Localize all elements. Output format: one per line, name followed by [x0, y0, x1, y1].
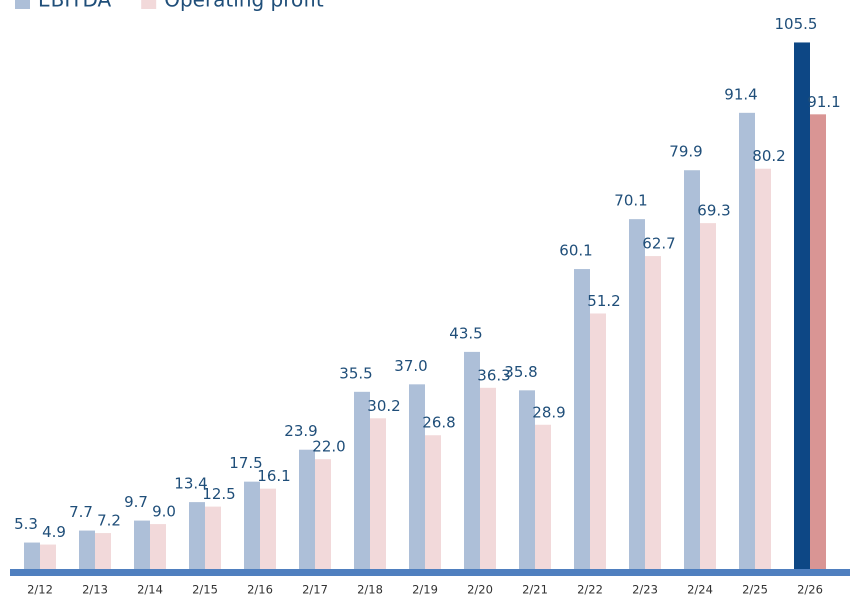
bar [40, 544, 56, 569]
value-label: 5.3 [14, 515, 38, 533]
value-label: 79.9 [669, 143, 702, 161]
bar [244, 481, 260, 569]
x-tick-label: 2/14 [137, 583, 163, 597]
bar [79, 530, 95, 569]
x-tick-label: 2/24 [687, 583, 713, 597]
bar [134, 520, 150, 569]
value-label: 26.8 [422, 414, 455, 432]
value-label: 37.0 [394, 357, 427, 375]
value-label: 28.9 [532, 403, 565, 421]
bar [519, 390, 535, 569]
bar [260, 488, 276, 569]
legend-swatch [15, 0, 30, 9]
value-label: 91.1 [807, 93, 840, 111]
x-tick-label: 2/25 [742, 583, 768, 597]
x-tick-label: 2/18 [357, 583, 383, 597]
legend-label: EBITDA [38, 0, 112, 12]
bar [354, 391, 370, 569]
value-label: 16.1 [257, 467, 290, 485]
bar [794, 42, 810, 569]
bar [150, 524, 166, 569]
value-label: 17.5 [229, 454, 262, 472]
x-tick-label: 2/23 [632, 583, 658, 597]
bar [684, 170, 700, 569]
value-label: 13.4 [174, 475, 207, 493]
value-label: 23.9 [284, 422, 317, 440]
bar [629, 219, 645, 569]
bar [755, 168, 771, 569]
bar [590, 313, 606, 569]
bar [535, 424, 551, 569]
bar [739, 112, 755, 570]
bar [315, 459, 331, 569]
bar [700, 223, 716, 569]
bar [645, 256, 661, 569]
value-label: 36.3 [477, 366, 510, 384]
x-axis [10, 569, 850, 576]
value-label: 4.9 [42, 523, 66, 541]
x-tick-label: 2/12 [27, 583, 53, 597]
value-label: 69.3 [697, 202, 730, 220]
value-label: 35.8 [504, 363, 537, 381]
value-label: 30.2 [367, 397, 400, 415]
bar [299, 449, 315, 569]
value-label: 9.0 [152, 503, 176, 521]
bar [189, 502, 205, 569]
bar [24, 542, 40, 569]
value-label: 80.2 [752, 147, 785, 165]
x-tick-label: 2/13 [82, 583, 108, 597]
legend-swatch [141, 0, 157, 9]
bar [810, 114, 826, 569]
value-label: 70.1 [614, 192, 647, 210]
value-label: 105.5 [775, 15, 818, 33]
value-label: 22.0 [312, 438, 345, 456]
bar [95, 533, 111, 569]
value-label: 9.7 [124, 493, 148, 511]
bar [425, 435, 441, 569]
x-tick-label: 2/19 [412, 583, 438, 597]
x-tick-label: 2/17 [302, 583, 328, 597]
value-label: 7.2 [97, 512, 121, 530]
value-label: 43.5 [449, 324, 482, 342]
legend-label: Operating profit [164, 0, 324, 12]
x-tick-label: 2/26 [797, 583, 823, 597]
value-label: 7.7 [69, 503, 93, 521]
x-tick-label: 2/20 [467, 583, 493, 597]
value-label: 51.2 [587, 292, 620, 310]
bar [464, 351, 480, 569]
bar [370, 418, 386, 569]
value-label: 12.5 [202, 485, 235, 503]
value-label: 91.4 [724, 85, 757, 103]
value-label: 60.1 [559, 242, 592, 260]
bar [409, 384, 425, 569]
value-label: 62.7 [642, 235, 675, 253]
x-tick-label: 2/16 [247, 583, 273, 597]
bar [574, 269, 590, 569]
x-tick-label: 2/22 [577, 583, 603, 597]
x-tick-label: 2/21 [522, 583, 548, 597]
value-label: 35.5 [339, 364, 372, 382]
x-tick-label: 2/15 [192, 583, 218, 597]
bar [205, 506, 221, 569]
bar [480, 387, 496, 569]
